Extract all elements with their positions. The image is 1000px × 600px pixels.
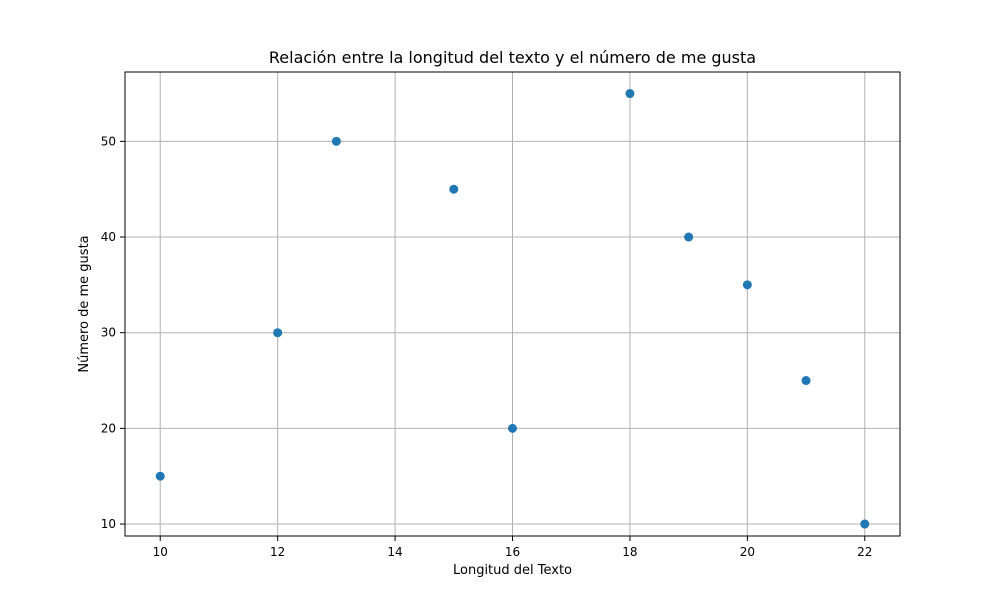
data-point — [508, 423, 517, 433]
x-tick-label: 20 — [740, 545, 755, 559]
axis-ticks: 10 12 14 16 18 20 22 10 20 30 40 50 — [101, 134, 873, 559]
data-point — [273, 328, 283, 338]
y-tick-label: 20 — [101, 421, 116, 435]
y-tick-label: 50 — [101, 134, 116, 148]
x-tick-label: 22 — [857, 545, 872, 559]
data-point — [742, 280, 752, 290]
data-point — [331, 136, 341, 146]
data-point — [155, 471, 165, 481]
x-axis-label: Longitud del Texto — [453, 563, 572, 578]
data-point — [801, 376, 811, 386]
x-tick-label: 18 — [622, 545, 637, 559]
data-point — [684, 232, 694, 242]
data-points — [155, 89, 870, 529]
x-tick-label: 12 — [270, 545, 285, 559]
y-tick-label: 30 — [101, 326, 116, 340]
chart-title: Relación entre la longitud del texto y e… — [269, 48, 756, 67]
data-point — [860, 519, 870, 529]
data-point — [625, 89, 635, 99]
y-axis-label: Número de me gusta — [77, 235, 92, 372]
x-tick-label: 16 — [505, 545, 520, 559]
grid — [125, 72, 900, 536]
y-tick-label: 10 — [101, 517, 116, 531]
x-tick-label: 14 — [387, 545, 402, 559]
x-tick-label: 10 — [153, 545, 168, 559]
data-point — [449, 184, 459, 194]
y-tick-label: 40 — [101, 230, 116, 244]
